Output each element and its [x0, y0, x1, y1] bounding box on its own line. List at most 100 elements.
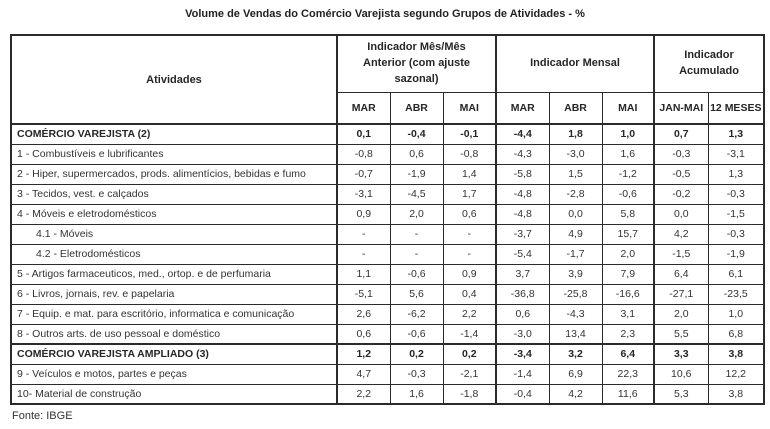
value-cell: -0,1: [442, 123, 497, 145]
column-header-abr-sazonal: ABR: [389, 91, 444, 125]
value-cell: -0,8: [336, 143, 391, 165]
value-cell: -: [442, 223, 497, 245]
page-title: Volume de Vendas do Comércio Varejista s…: [185, 8, 585, 20]
activity-label: 4.2 - Eletrodomésticos: [10, 243, 338, 265]
value-cell: 3,7: [495, 263, 550, 285]
value-cell: -27,1: [653, 283, 709, 305]
value-cell: -4,8: [495, 183, 550, 205]
value-cell: 6,1: [707, 263, 765, 285]
group-header-month-over-month: Indicador Mês/Mês Anterior (com ajuste s…: [335, 34, 497, 93]
value-cell: 1,6: [601, 143, 655, 165]
value-cell: 0,0: [548, 203, 603, 225]
value-cell: -2,8: [548, 183, 603, 205]
column-header-mar-mensal: MAR: [495, 91, 550, 125]
value-cell: 1,0: [601, 123, 655, 145]
value-cell: 4,2: [653, 223, 709, 245]
value-cell: -0,5: [653, 163, 709, 185]
column-header-mar-sazonal: MAR: [336, 91, 391, 125]
value-cell: 2,0: [601, 243, 655, 265]
value-cell: -4,3: [548, 303, 603, 325]
value-cell: 6,8: [707, 323, 765, 345]
value-cell: -2,1: [442, 363, 497, 385]
activity-label: 10- Material de construção: [10, 383, 338, 405]
value-cell: 15,7: [601, 223, 655, 245]
column-header-jan-mai: JAN-MAI: [653, 91, 709, 125]
value-cell: -23,5: [707, 283, 765, 305]
value-cell: 0,0: [653, 203, 709, 225]
value-cell: 22,3: [601, 363, 655, 385]
value-cell: -1,7: [548, 243, 603, 265]
value-cell: -4,4: [495, 123, 550, 145]
table-row: 1 - Combustíveis e lubrificantes -0,8 0,6-…: [10, 143, 765, 165]
value-cell: -: [336, 223, 391, 245]
value-cell: 5,8: [601, 203, 655, 225]
value-cell: -3,0: [495, 323, 550, 345]
value-cell: -: [389, 223, 444, 245]
value-cell: -1,4: [495, 363, 550, 385]
value-cell: 3,2: [548, 343, 603, 365]
sales-table: Atividades Indicador Mês/Mês Anterior (c…: [10, 34, 766, 405]
value-cell: 2,0: [389, 203, 444, 225]
value-cell: 5,3: [653, 383, 709, 405]
activity-label: 5 - Artigos farmaceuticos, med., ortop. …: [10, 263, 338, 285]
value-cell: 2,6: [336, 303, 391, 325]
value-cell: -1,5: [653, 243, 709, 265]
value-cell: -0,4: [495, 383, 550, 405]
value-cell: 0,6: [442, 203, 497, 225]
table-row: 5 - Artigos farmaceuticos, med., ortop. …: [10, 263, 765, 285]
table-row: 6 - Livros, jornais, rev. e papelaria -5,…: [10, 283, 765, 305]
column-header-activities: Atividades: [10, 34, 338, 125]
value-cell: 13,4: [548, 323, 603, 345]
value-cell: -4,5: [389, 183, 444, 205]
column-header-mai-sazonal: MAI: [442, 91, 497, 125]
value-cell: 12,2: [707, 363, 765, 385]
sub-header-row: MAR ABR MAI MAR ABR MAI JAN-MAI 12 MESES: [11, 91, 765, 125]
value-cell: -3,0: [548, 143, 603, 165]
value-cell: -0,2: [653, 183, 709, 205]
activity-label: 9 - Veículos e motos, partes e peças: [10, 363, 338, 385]
value-cell: 1,5: [548, 163, 603, 185]
activity-label: 4.1 - Móveis: [10, 223, 338, 245]
value-cell: -5,4: [495, 243, 550, 265]
value-cell: 6,4: [653, 263, 709, 285]
table-row: 2 - Hiper, supermercados, prods. aliment…: [10, 163, 765, 185]
value-cell: -36,8: [495, 283, 550, 305]
value-cell: 1,3: [707, 123, 765, 145]
activity-label: 4 - Móveis e eletrodomésticos: [10, 203, 338, 225]
value-cell: 3,3: [653, 343, 709, 365]
value-cell: 2,2: [336, 383, 391, 405]
value-cell: 0,6: [495, 303, 550, 325]
value-cell: 1,0: [707, 303, 765, 325]
value-cell: 6,9: [548, 363, 603, 385]
value-cell: -3,4: [495, 343, 550, 365]
value-cell: 0,1: [336, 123, 391, 145]
table-row: COMÉRCIO VAREJISTA (2) 0,1 -0,4 -0,1 -4,4 1,8…: [10, 123, 765, 145]
value-cell: -0,3: [389, 363, 444, 385]
value-cell: -0,6: [601, 183, 655, 205]
value-cell: -: [442, 243, 497, 265]
activity-label: 6 - Livros, jornais, rev. e papelaria: [10, 283, 338, 305]
value-cell: 0,7: [653, 123, 709, 145]
activity-label: COMÉRCIO VAREJISTA (2): [10, 123, 338, 145]
value-cell: -4,8: [495, 203, 550, 225]
value-cell: -0,3: [707, 183, 765, 205]
value-cell: 5,6: [389, 283, 444, 305]
table-body: COMÉRCIO VAREJISTA (2) 0,1 -0,4 -0,1 -4,4 1,8…: [10, 123, 765, 405]
value-cell: 0,2: [442, 343, 497, 365]
value-cell: -3,7: [495, 223, 550, 245]
value-cell: 2,0: [653, 303, 709, 325]
value-cell: -: [336, 243, 391, 265]
value-cell: 2,3: [601, 323, 655, 345]
value-cell: -1,9: [389, 163, 444, 185]
value-cell: -6,2: [389, 303, 444, 325]
table-row: COMÉRCIO VAREJISTA AMPLIADO (3) 1,2 0,2 0,2…: [10, 343, 765, 365]
value-cell: -1,9: [707, 243, 765, 265]
value-cell: 5,5: [653, 323, 709, 345]
table-row: 8 - Outros arts. de uso pessoal e domést…: [10, 323, 765, 345]
value-cell: 0,2: [389, 343, 444, 365]
value-cell: -: [389, 243, 444, 265]
group-header-monthly: Indicador Mensal: [495, 34, 655, 93]
value-cell: 1,4: [442, 163, 497, 185]
value-cell: 6,4: [601, 343, 655, 365]
value-cell: -0,6: [389, 263, 444, 285]
